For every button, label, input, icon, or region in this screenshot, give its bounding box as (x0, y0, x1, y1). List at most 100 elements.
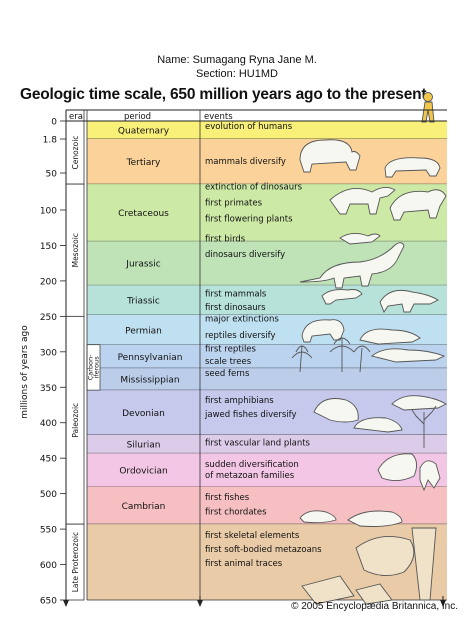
y-tick-label-0: 0 (51, 118, 57, 128)
fossil-illustrations (291, 92, 447, 605)
period-label-tertiary: Tertiary (126, 158, 161, 168)
y-tick-label-4: 150 (40, 242, 57, 252)
y-tick-label-7: 300 (40, 348, 57, 358)
fossil-stone-icon (355, 583, 393, 605)
y-tick-label-10: 450 (40, 455, 57, 465)
era-label-cenozoic: Cenozoic (71, 136, 80, 170)
event-label: of metazoan families (205, 471, 295, 481)
event-label: mammals diversify (205, 157, 286, 167)
diagram-title: Geologic time scale, 650 million years a… (20, 86, 427, 103)
period-label-pennsylvanian: Pennsylvanian (118, 353, 183, 363)
event-label: first dinosaurs (205, 303, 266, 313)
dinosaur-early-icon (379, 289, 439, 313)
period-label-ordovician: Ordovician (119, 466, 167, 476)
era-label-mesozoic: Mesozoic (71, 233, 80, 267)
event-label: first soft-bodied metazoans (205, 545, 322, 555)
horn-coral-icon (411, 527, 437, 601)
event-label: scale trees (205, 357, 252, 367)
period-label-devonian: Devonian (122, 409, 165, 419)
arrow-head-period (197, 600, 203, 607)
event-label: jawed fishes diversify (204, 410, 297, 420)
reptile-skeleton-icon (359, 328, 421, 345)
dinosaur-sauropod-icon (299, 242, 405, 289)
period-label-mississippian: Mississippian (120, 376, 179, 386)
arrow-head-events (440, 600, 446, 607)
period-band-1 (87, 121, 447, 139)
period-band-8 (87, 368, 447, 391)
cephalopod-shell-icon (377, 453, 417, 481)
lepidodendron-icon (353, 345, 371, 373)
period-band-10 (87, 434, 447, 454)
mammal-rhino-icon (299, 139, 361, 173)
event-label: reptiles diversify (205, 331, 276, 341)
event-label: first amphibians (205, 396, 274, 406)
mammal-cat-icon (384, 157, 441, 178)
student-section: Section: HU1MD (196, 68, 278, 80)
human-body-icon (421, 101, 435, 123)
y-axis-label: millions of years ago (20, 325, 30, 419)
copyright-notice: © 2005 Encyclopædia Britannica, Inc. (291, 601, 458, 612)
seed-fern-icon (329, 337, 355, 372)
squid-icon (419, 460, 441, 492)
y-tick-label-5: 200 (40, 277, 57, 287)
y-tick-label-3: 100 (40, 207, 57, 217)
event-label: first chordates (205, 507, 267, 517)
event-label: evolution of humans (205, 122, 293, 132)
early-fish-icon (347, 510, 403, 527)
dinosaur-raptor-icon (329, 187, 396, 215)
scale-tree-icon (291, 345, 313, 373)
period-label-cretaceous: Cretaceous (118, 209, 169, 219)
fish-armored-icon (313, 398, 359, 423)
y-tick-label-13: 600 (40, 561, 57, 571)
period-band-7 (87, 344, 447, 369)
period-label-quaternary: Quaternary (118, 127, 170, 137)
period-label-triassic: Triassic (126, 297, 160, 307)
column-header-period: period (124, 112, 151, 122)
fish-jawed-icon (353, 417, 403, 433)
reptile-dimetrodon-icon (301, 319, 345, 343)
trilobite-icon (299, 510, 337, 524)
bird-archaeopteryx-icon (339, 233, 381, 245)
subera-label-line-2: iferous (93, 356, 101, 379)
column-header-era: era (69, 112, 83, 122)
period-label-permian: Permian (125, 326, 162, 336)
event-label: first reptiles (205, 344, 257, 354)
y-tick-label-6: 250 (40, 313, 57, 323)
event-label: first animal traces (205, 559, 283, 569)
dinosaur-triceratops-icon (389, 189, 447, 221)
mammal-early-icon (321, 289, 363, 305)
y-tick-label-2: 50 (46, 170, 58, 180)
event-label: first mammals (205, 290, 267, 300)
event-label: first birds (205, 234, 246, 244)
y-tick-label-14: 650 (40, 597, 57, 607)
event-label: first fishes (205, 493, 250, 503)
event-label: sudden diversification (205, 460, 299, 470)
y-tick-label-11: 500 (40, 490, 57, 500)
shell-fossil-icon (355, 535, 415, 576)
event-label: seed ferns (205, 369, 250, 379)
event-label: first flowering plants (205, 215, 293, 225)
y-tick-label-1: 1.8 (43, 136, 58, 146)
arrow-head-era (63, 600, 69, 607)
event-label: first vascular land plants (205, 439, 311, 449)
y-tick-label-12: 550 (40, 526, 57, 536)
human-figure-icon (423, 92, 433, 102)
student-name: Name: Sumagang Ryna Jane M. (157, 54, 317, 66)
period-label-cambrian: Cambrian (122, 502, 166, 512)
era-label-paleozoic: Paleozoic (71, 403, 80, 438)
rock-slab-icon (301, 575, 355, 605)
amphibian-reptile-icon (371, 348, 446, 363)
event-label: first skeletal elements (205, 531, 300, 541)
y-tick-label-8: 350 (40, 384, 57, 394)
subera-label-line-1: Carbon- (87, 354, 95, 380)
period-label-jurassic: Jurassic (125, 260, 160, 270)
period-label-silurian: Silurian (127, 441, 161, 451)
y-tick-label-9: 400 (40, 419, 57, 429)
event-label: dinosaurs diversify (205, 250, 285, 260)
column-header-events: events (204, 112, 233, 122)
event-label: first primates (205, 199, 263, 209)
amphibian-ichthyostega-icon (391, 395, 447, 411)
event-label: extinction of dinosaurs (205, 182, 303, 192)
event-label: major extinctions (205, 314, 279, 324)
